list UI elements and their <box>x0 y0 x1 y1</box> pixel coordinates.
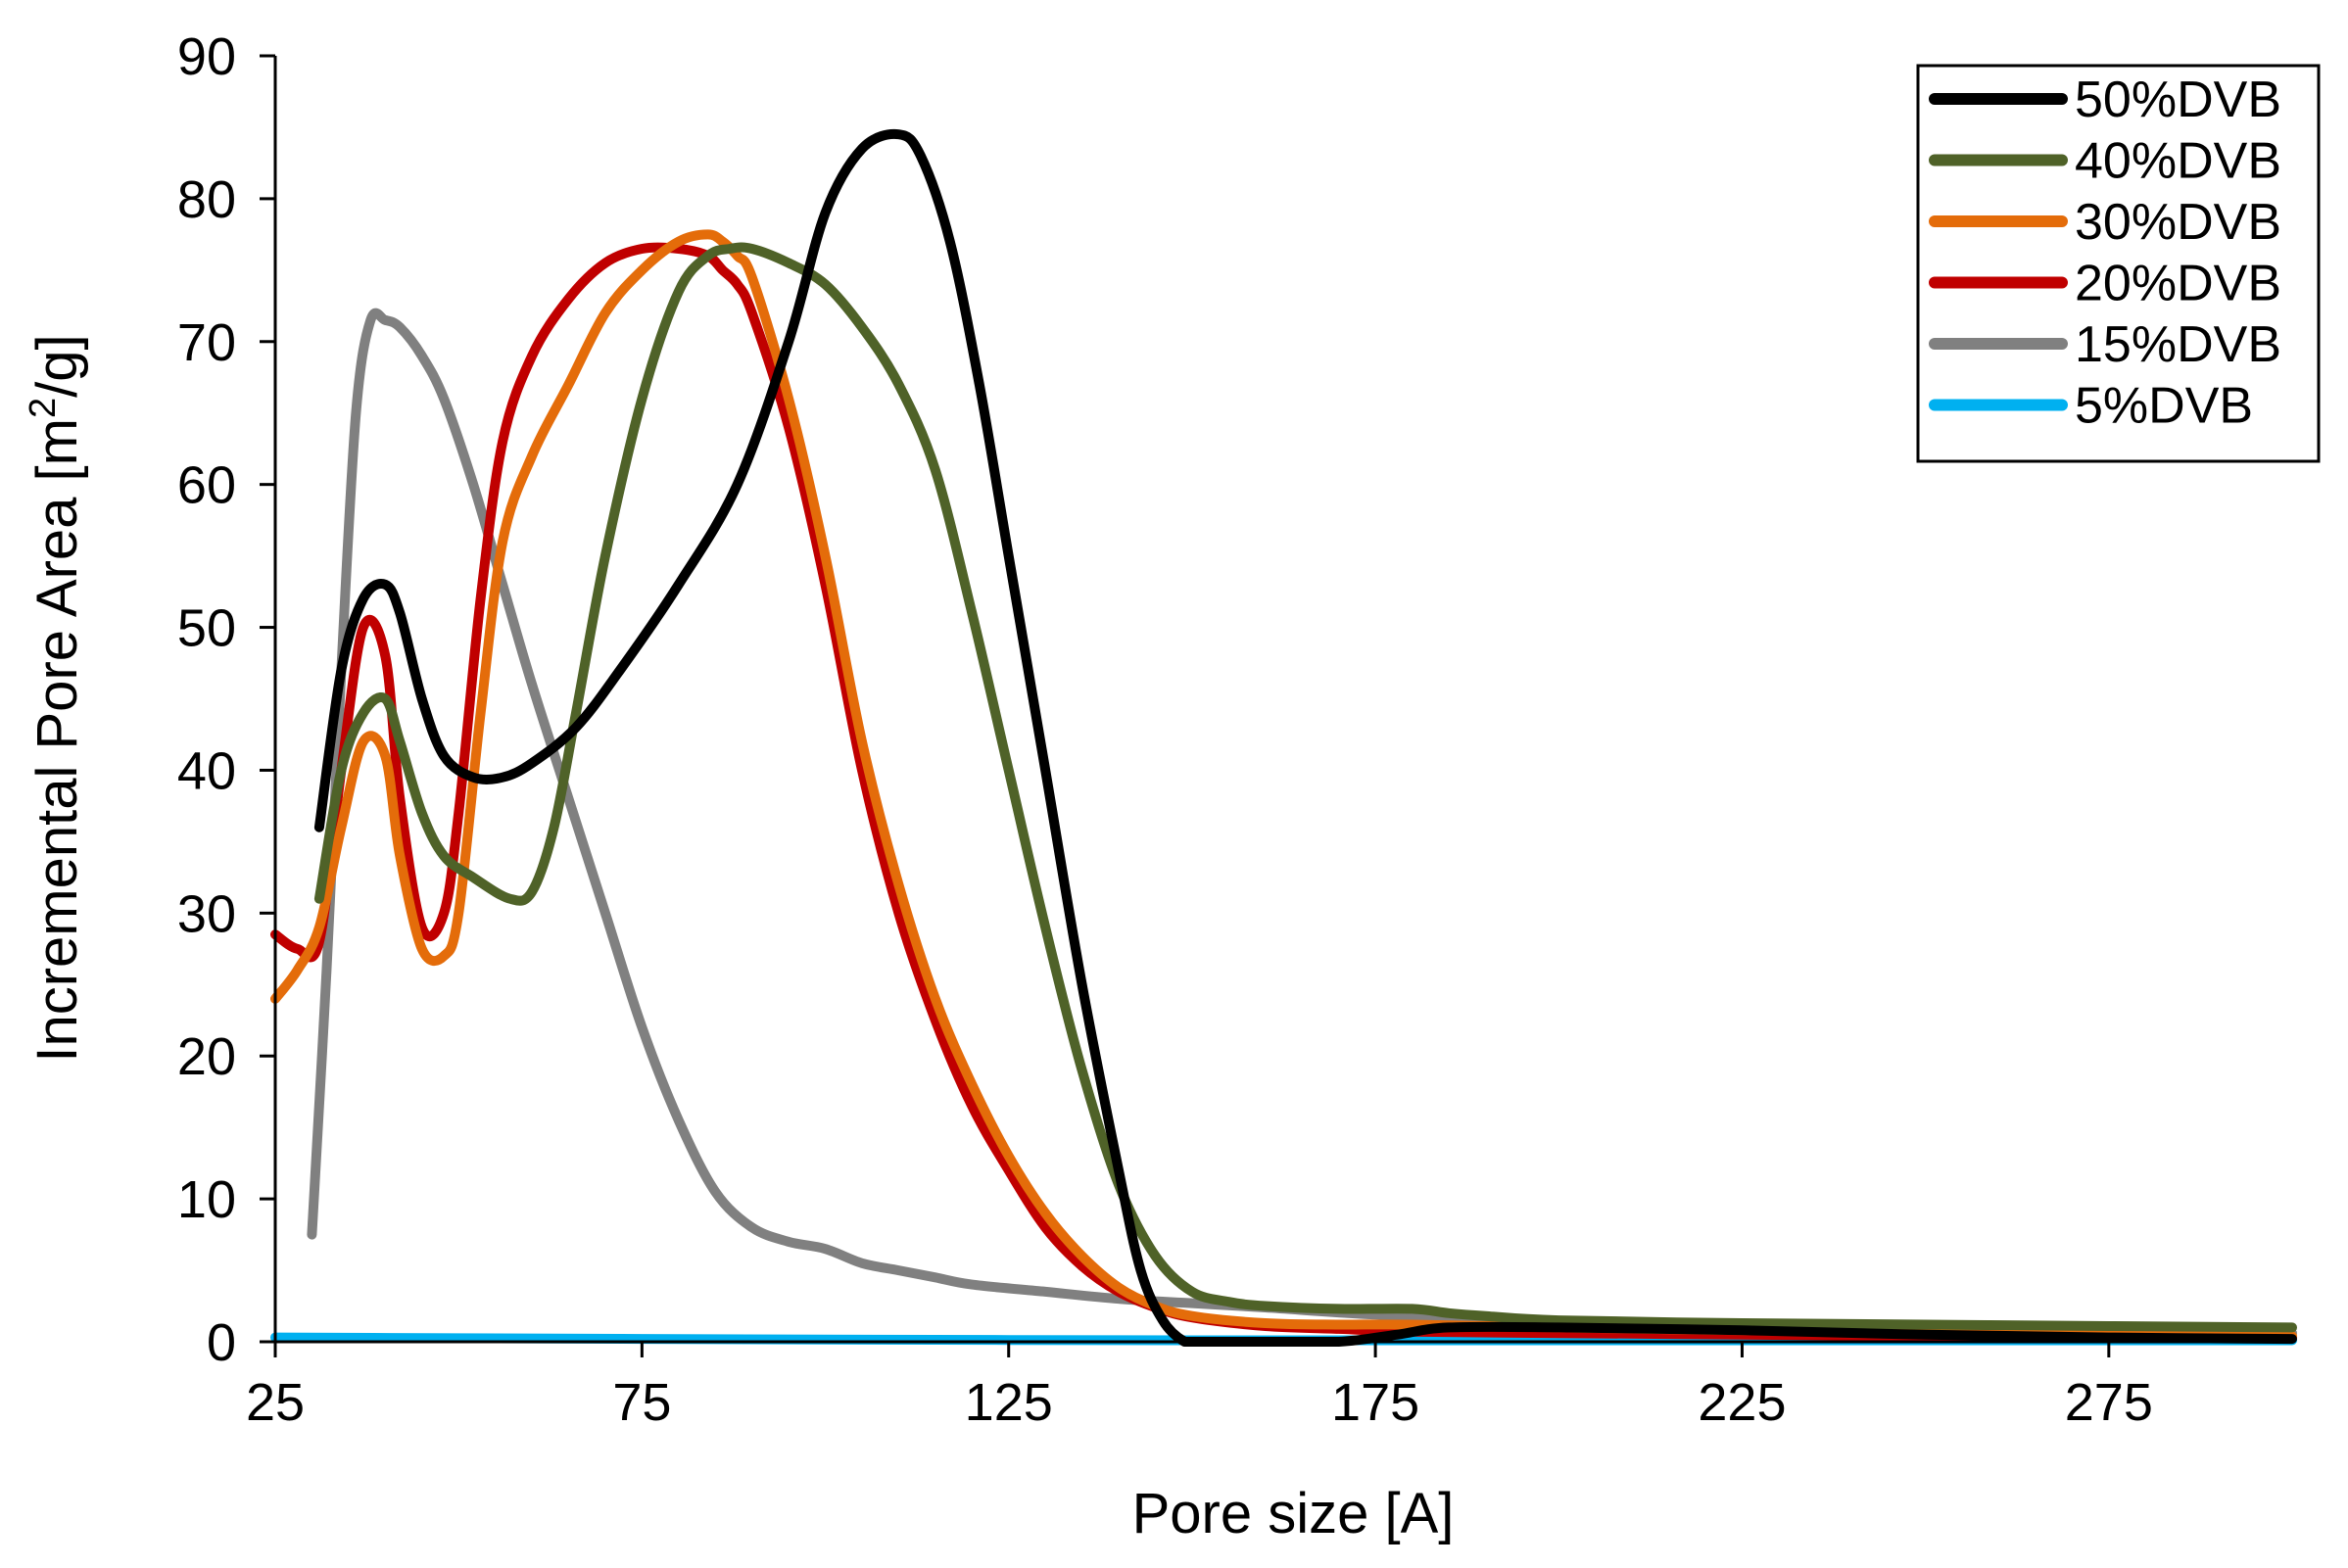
y-axis-title-superscript: 2 <box>23 398 64 418</box>
y-ticks: 0 10 20 30 40 50 60 70 80 90 <box>177 27 275 1372</box>
y-tick-label: 50 <box>177 599 236 658</box>
y-axis-title-main: Incremental Pore Area [m <box>25 418 89 1063</box>
x-tick-label: 175 <box>1331 1373 1419 1432</box>
series-line-50pct-dvb <box>313 128 2297 1347</box>
legend-label-40pct-dvb: 40%DVB <box>2075 133 2281 190</box>
axes <box>273 56 2292 1344</box>
series-line-30pct-dvb <box>270 229 2297 1342</box>
y-tick-label: 90 <box>177 27 236 86</box>
y-tick-label: 10 <box>177 1170 236 1229</box>
y-axis-title-suffix: /g] <box>25 334 89 398</box>
x-tick-label: 25 <box>246 1373 305 1432</box>
x-ticks: 25 75 125 175 225 275 <box>246 1342 2153 1432</box>
y-tick-label: 70 <box>177 313 236 372</box>
x-tick-label: 275 <box>2065 1373 2153 1432</box>
legend-label-15pct-dvb: 15%DVB <box>2075 316 2281 373</box>
y-axis-title: Incremental Pore Area [m2/g] <box>23 334 89 1062</box>
x-tick-label: 225 <box>1698 1373 1786 1432</box>
x-tick-label: 75 <box>612 1373 671 1432</box>
y-tick-label: 60 <box>177 456 236 515</box>
legend-box <box>1916 64 2321 463</box>
plot-lines <box>270 128 2297 1347</box>
series-line-20pct-dvb <box>270 242 2297 1343</box>
legend-label-30pct-dvb: 30%DVB <box>2075 194 2281 251</box>
x-axis-title: Pore size [A] <box>1132 1482 1455 1545</box>
y-tick-label: 40 <box>177 741 236 800</box>
x-tick-label: 125 <box>965 1373 1053 1432</box>
y-tick-label: 20 <box>177 1027 236 1086</box>
legend-label-50pct-dvb: 50%DVB <box>2075 71 2281 128</box>
legend-label-5pct-dvb: 5%DVB <box>2075 378 2253 435</box>
series-line-40pct-dvb <box>313 242 2297 1333</box>
y-tick-label: 80 <box>177 170 236 229</box>
legend-label-20pct-dvb: 20%DVB <box>2075 256 2281 312</box>
y-tick-label: 30 <box>177 884 236 943</box>
y-tick-label: 0 <box>207 1313 236 1372</box>
